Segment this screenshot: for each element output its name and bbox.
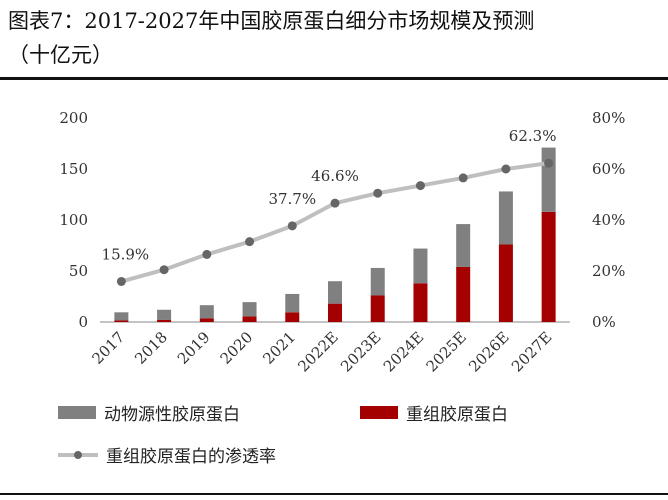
bar-animal-collagen: [328, 281, 342, 304]
legend-swatch-red: [360, 406, 398, 419]
penetration-rate-point: [544, 158, 554, 168]
x-tick-label: 2024E: [380, 328, 427, 375]
x-tick-label: 2027E: [508, 328, 555, 375]
legend-swatch-gray: [58, 406, 96, 419]
x-tick-label: 2019: [174, 328, 214, 368]
x-tick-label: 2017: [88, 328, 128, 368]
bar-recombinant-collagen: [242, 316, 257, 322]
x-tick-label: 2021: [259, 328, 299, 368]
y-right-tick-label: 0%: [592, 313, 616, 331]
y-right-tick-label: 80%: [592, 109, 625, 127]
legend-swatch-line: [58, 448, 98, 462]
bar-animal-collagen: [114, 312, 129, 321]
penetration-rate-point: [501, 164, 511, 174]
penetration-rate-point: [330, 198, 340, 208]
penetration-rate-point: [116, 276, 126, 286]
penetration-rate-point: [373, 188, 383, 198]
x-tick-label: 2022E: [294, 328, 341, 375]
chart-subtitle-unit: （十亿元）: [8, 43, 113, 67]
bar-animal-collagen: [370, 267, 385, 296]
y-right-tick-label: 60%: [592, 160, 625, 178]
legend-item-recombinant-collagen: 重组胶原蛋白: [360, 400, 508, 425]
bar-animal-collagen: [242, 302, 257, 317]
x-tick-label: 2025E: [423, 328, 470, 375]
penetration-rate-data-label: 15.9%: [102, 245, 150, 263]
bar-animal-collagen: [413, 248, 428, 284]
penetration-rate-point: [458, 173, 468, 183]
penetration-rate-point: [245, 237, 255, 247]
penetration-rate-data-label: 37.7%: [268, 190, 316, 208]
penetration-rate-point: [415, 181, 425, 191]
legend-item-animal-collagen: 动物源性胶原蛋白: [58, 400, 240, 425]
y-left-tick-label: 200: [59, 109, 88, 127]
y-left-tick-label: 50: [69, 262, 88, 280]
legend-label-recombinant-collagen: 重组胶原蛋白: [406, 405, 508, 425]
penetration-rate-point: [202, 249, 212, 259]
y-left-tick-label: 0: [78, 313, 88, 331]
chart-title-block: 图表7：2017-2027年中国胶原蛋白细分市场规模及预测 （十亿元）: [8, 4, 660, 72]
bar-animal-collagen: [285, 293, 300, 313]
x-tick-label: 2018: [131, 328, 171, 368]
bar-animal-collagen: [498, 191, 513, 245]
legend-label-penetration-rate: 重组胶原蛋白的渗透率: [106, 447, 276, 467]
penetration-rate-point: [287, 221, 297, 231]
y-left-tick-label: 150: [59, 160, 88, 178]
bar-recombinant-collagen: [285, 312, 300, 322]
bar-recombinant-collagen: [541, 211, 556, 322]
bar-recombinant-collagen: [456, 266, 471, 322]
x-tick-label: 2020: [217, 328, 257, 368]
bar-animal-collagen: [541, 147, 556, 212]
bar-animal-collagen: [199, 305, 214, 319]
y-left-tick-label: 100: [59, 211, 88, 229]
bar-recombinant-collagen: [328, 303, 342, 322]
y-right-tick-label: 40%: [592, 211, 625, 229]
bar-recombinant-collagen: [413, 283, 428, 322]
x-tick-label: 2023E: [337, 328, 384, 375]
bar-recombinant-collagen: [370, 295, 385, 322]
penetration-rate-data-label: 46.6%: [311, 167, 359, 185]
bar-animal-collagen: [157, 309, 172, 320]
bar-recombinant-collagen: [199, 318, 214, 322]
legend-item-penetration-rate: 重组胶原蛋白的渗透率: [58, 442, 276, 467]
x-tick-label: 2026E: [465, 328, 512, 375]
chart-title: 图表7：2017-2027年中国胶原蛋白细分市场规模及预测: [8, 9, 535, 33]
bar-animal-collagen: [456, 224, 471, 267]
bar-recombinant-collagen: [498, 244, 513, 322]
top-rule: [0, 77, 668, 80]
bar-recombinant-collagen: [114, 320, 129, 322]
penetration-rate-data-label: 62.3%: [509, 127, 557, 145]
bottom-rule: [0, 493, 668, 495]
bar-recombinant-collagen: [157, 319, 172, 322]
legend-label-animal-collagen: 动物源性胶原蛋白: [104, 405, 240, 425]
y-right-tick-label: 20%: [592, 262, 625, 280]
penetration-rate-point: [159, 265, 169, 275]
